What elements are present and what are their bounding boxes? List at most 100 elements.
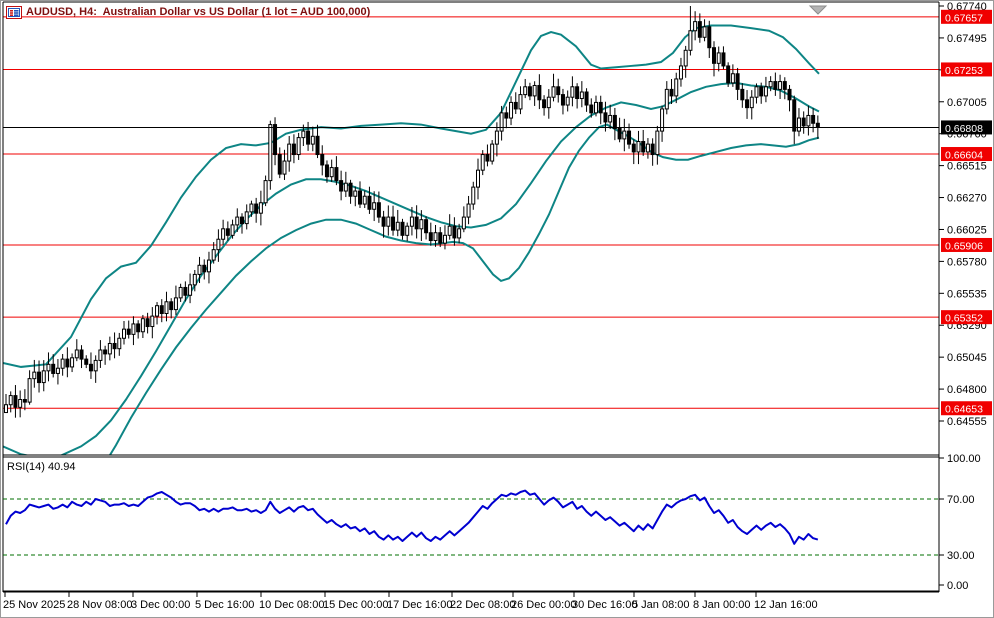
candle-down — [542, 99, 547, 109]
candle-up — [282, 160, 287, 175]
candle-up — [221, 228, 226, 240]
candle-up — [490, 143, 495, 162]
candle-down — [631, 143, 636, 153]
candle-down — [240, 216, 244, 225]
candle-down — [136, 323, 141, 333]
candle-up — [310, 135, 315, 145]
candle-down — [641, 141, 646, 153]
candle-up — [353, 190, 358, 197]
rsi-tick-label: 0.00 — [947, 580, 968, 592]
candle-up — [8, 395, 13, 406]
candle-down — [367, 195, 372, 210]
candle-down — [787, 88, 792, 101]
candle-up — [509, 101, 514, 119]
rsi-tick-label: 30.00 — [947, 550, 975, 562]
candle-down — [22, 399, 27, 403]
candle-up — [4, 404, 8, 414]
candle-up — [405, 225, 410, 236]
candle-up — [476, 169, 480, 188]
candle-up — [287, 143, 292, 162]
time-tick-label: 26 Dec 00:00 — [511, 599, 576, 611]
price-level-lines[interactable] — [3, 16, 939, 409]
candle-up — [235, 216, 240, 226]
candle-up — [754, 86, 759, 98]
level-price-badge — [941, 237, 992, 252]
candle-down — [37, 371, 42, 384]
candle-up — [457, 228, 462, 239]
candle-down — [627, 130, 632, 145]
candle-up — [192, 273, 197, 286]
level-price-badge — [941, 401, 992, 416]
price-tick-label: 0.66515 — [947, 161, 987, 173]
candle-up — [419, 219, 424, 230]
level-price-badge — [941, 62, 992, 77]
time-tick-label: 25 Nov 2025 — [3, 599, 65, 611]
candle-down — [277, 154, 282, 175]
candle-up — [778, 81, 783, 90]
candle-up — [594, 101, 598, 114]
candle-down — [527, 86, 532, 97]
candle-up — [164, 301, 169, 315]
arrow-down-marker[interactable] — [808, 5, 828, 15]
candle-up — [636, 141, 641, 153]
candle-down — [669, 88, 674, 97]
candle-up — [98, 349, 103, 361]
candle-down — [273, 124, 278, 156]
candle-up — [93, 359, 98, 372]
candle-down — [782, 81, 787, 90]
time-tick-label: 17 Dec 16:00 — [387, 599, 452, 611]
price-badge-text: 0.64653 — [945, 404, 983, 416]
time-tick-label: 5 Jan 08:00 — [632, 599, 690, 611]
candle-up — [409, 216, 414, 227]
time-axis[interactable]: 25 Nov 2025 28 Nov 08:003 Dec 00:00 5 Dec … — [3, 592, 818, 611]
candle-up — [702, 26, 707, 38]
candle-up — [660, 108, 665, 132]
candle-up — [622, 130, 627, 140]
candle-down — [202, 264, 207, 273]
candle-down — [697, 21, 702, 38]
candle-up — [258, 202, 263, 214]
candle-down — [603, 112, 608, 123]
candle-up — [546, 96, 551, 109]
candle-down — [424, 219, 429, 234]
candle-down — [145, 318, 150, 328]
price-tick-label: 0.66270 — [947, 193, 987, 205]
candle-up — [730, 73, 735, 84]
candle-up — [70, 357, 75, 368]
candle-up — [362, 195, 367, 205]
candle-up — [532, 84, 537, 97]
candle-down — [306, 130, 311, 145]
candle-down — [169, 301, 174, 311]
candle-down — [51, 363, 56, 374]
candle-down — [126, 328, 131, 335]
candle-down — [815, 122, 820, 128]
candle-down — [339, 180, 344, 192]
candle-down — [726, 65, 731, 84]
candle-down — [650, 143, 655, 156]
pane-borders — [2, 1, 940, 593]
candle-down — [348, 182, 353, 197]
candle-down — [504, 112, 509, 119]
candle-down — [13, 395, 18, 408]
candle-up — [197, 264, 202, 275]
time-tick-label: 15 Dec 00:00 — [323, 599, 388, 611]
candle-up — [296, 137, 301, 156]
price-tick-label: 0.66025 — [947, 224, 987, 236]
candle-up — [60, 358, 65, 369]
candle-up — [206, 259, 211, 273]
price-tick-label: 0.64800 — [947, 384, 987, 396]
price-badge-text: 0.65906 — [945, 240, 983, 252]
candle-down — [584, 91, 589, 106]
candle-up — [41, 370, 46, 384]
rsi-tick-label: 100.00 — [947, 453, 981, 465]
candle-down — [159, 305, 164, 315]
rsi-line — [5, 489, 819, 545]
candle-up — [645, 143, 650, 153]
candle-up — [301, 130, 306, 139]
candle-up — [395, 221, 400, 231]
candle-up — [55, 367, 60, 374]
candle-up — [674, 78, 679, 97]
candle-down — [103, 349, 108, 355]
candle-up — [518, 94, 523, 110]
